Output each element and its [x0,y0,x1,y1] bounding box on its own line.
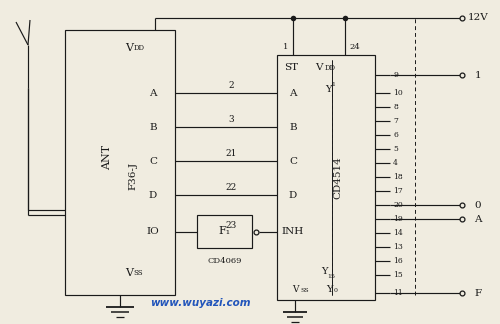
Text: V: V [125,43,133,53]
Text: Y: Y [326,285,332,295]
Text: 17: 17 [393,187,403,195]
Text: B: B [149,122,157,132]
Text: 9: 9 [393,71,398,79]
Text: F: F [474,288,482,297]
Text: 19: 19 [393,215,403,223]
Text: A: A [149,88,157,98]
Text: 8: 8 [393,103,398,111]
Text: ANT: ANT [102,145,112,170]
Text: IO: IO [146,227,160,237]
Text: 2: 2 [228,82,234,90]
Text: SS: SS [300,287,308,293]
Text: 11: 11 [393,289,403,297]
Text: 1: 1 [331,83,335,87]
Text: SS: SS [134,269,143,277]
Text: C: C [289,156,297,166]
Text: V: V [292,285,298,295]
Text: C: C [149,156,157,166]
Text: 15: 15 [393,271,403,279]
Bar [277,55,375,300]
Text: 21: 21 [226,149,236,158]
Text: Y: Y [321,268,328,276]
Text: 10: 10 [393,89,403,97]
Text: V: V [316,64,323,73]
Text: 5: 5 [393,145,398,153]
Text: A: A [289,88,297,98]
Text: V: V [125,268,133,278]
Text: 13: 13 [393,243,403,251]
Bar [65,30,175,295]
Text: DD: DD [325,64,336,72]
Text: INH: INH [282,227,304,237]
Text: 7: 7 [393,117,398,125]
Text: www.wuyazi.com: www.wuyazi.com [150,298,250,308]
Text: Y: Y [325,86,332,95]
Text: ST: ST [284,64,298,73]
Text: 23: 23 [226,221,236,229]
Text: 1: 1 [474,71,482,79]
Text: CD4514: CD4514 [334,156,342,199]
Text: 6: 6 [393,131,398,139]
Text: 18: 18 [393,173,403,181]
Text: 14: 14 [393,229,403,237]
Text: F₁: F₁ [218,226,230,237]
Text: B: B [289,122,297,132]
Text: CD4069: CD4069 [208,257,242,265]
Text: A: A [474,214,482,224]
Text: D: D [149,191,157,200]
Text: D: D [289,191,297,200]
Text: 3: 3 [228,115,234,124]
Text: 1: 1 [282,43,288,51]
Bar [197,215,252,248]
Text: 15: 15 [327,273,335,279]
Text: F36-J: F36-J [128,162,138,190]
Text: 16: 16 [393,257,403,265]
Text: 24: 24 [349,43,360,51]
Text: 4: 4 [393,159,398,167]
Text: 20: 20 [393,201,403,209]
Text: DD: DD [134,44,145,52]
Text: 0: 0 [474,201,482,210]
Text: 0: 0 [334,287,338,293]
Text: 12V: 12V [468,14,488,22]
Text: 22: 22 [226,183,236,192]
